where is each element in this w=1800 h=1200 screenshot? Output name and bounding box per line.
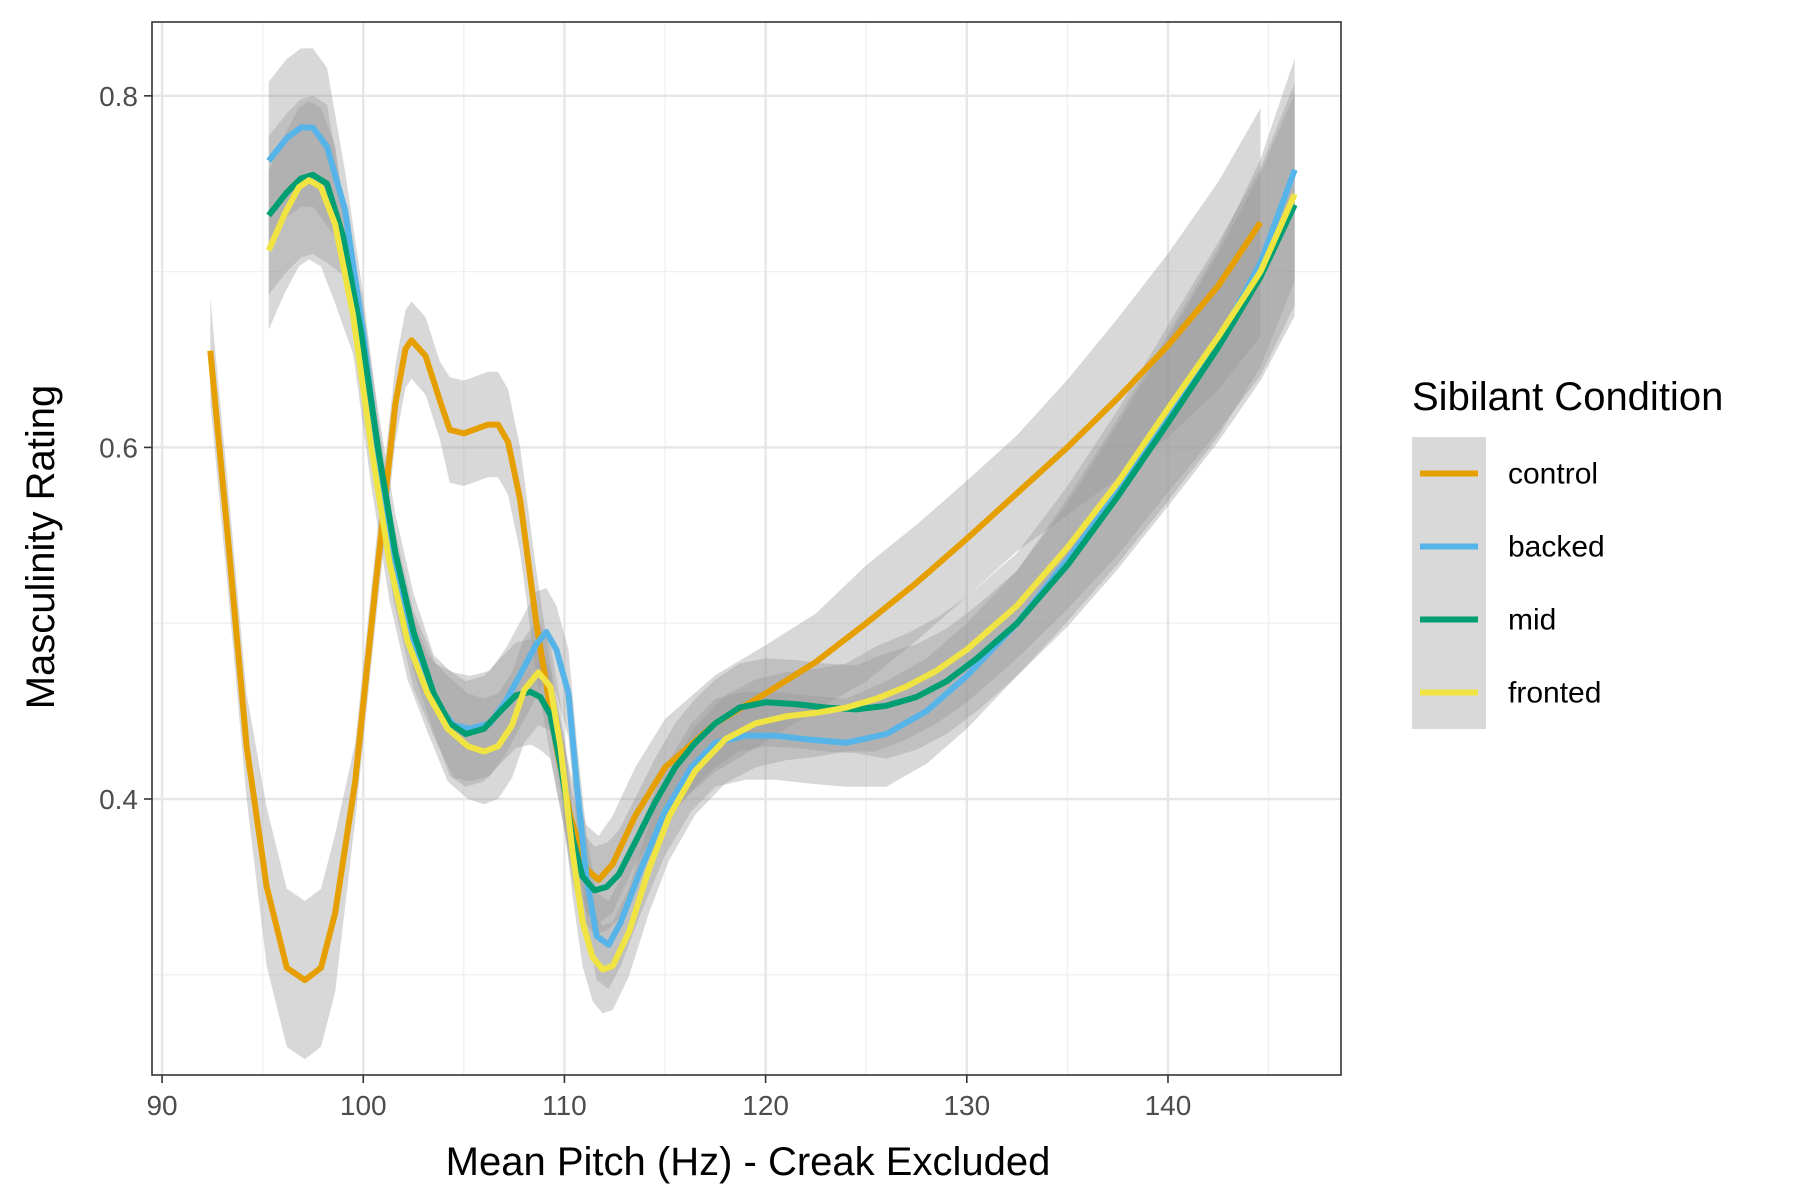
x-axis-title: Mean Pitch (Hz) - Creak Excluded xyxy=(446,1140,1051,1184)
panel-border xyxy=(151,21,1342,1076)
x-tick-label: 130 xyxy=(943,1090,990,1121)
x-tick-label: 100 xyxy=(340,1090,387,1121)
legend-items: control backed mid fronted xyxy=(1412,437,1605,729)
y-axis-title: Masculinity Rating xyxy=(19,385,63,710)
series-line-control xyxy=(207,220,1263,984)
confidence-band-control xyxy=(210,108,1261,1060)
x-tick-label: 110 xyxy=(542,1090,587,1121)
y-tick-label: 0.6 xyxy=(99,432,138,463)
confidence-band-mid xyxy=(268,93,1295,935)
series-line-mid xyxy=(266,171,1298,894)
legend-key-background xyxy=(1412,437,1486,729)
legend-label-backed: backed xyxy=(1508,531,1605,564)
x-tick-label: 140 xyxy=(1145,1090,1192,1121)
legend-label-control: control xyxy=(1508,458,1598,491)
legend: Sibilant Condition control backed mid front… xyxy=(1412,375,1723,729)
confidence-band-fronted xyxy=(268,83,1295,1014)
x-tick-label: 90 xyxy=(146,1090,177,1121)
y-tick-label: 0.4 xyxy=(99,784,138,815)
series-line-fronted xyxy=(265,177,1298,973)
axis-ticks: 90 100 110 120 130 140 0.4 0.6 0.8 xyxy=(99,81,1191,1121)
x-tick-label: 120 xyxy=(742,1090,789,1121)
legend-label-fronted: fronted xyxy=(1508,677,1601,710)
y-tick-label: 0.8 xyxy=(99,81,138,112)
series-lines xyxy=(207,124,1298,984)
legend-label-mid: mid xyxy=(1508,604,1556,637)
legend-title: Sibilant Condition xyxy=(1412,375,1723,419)
